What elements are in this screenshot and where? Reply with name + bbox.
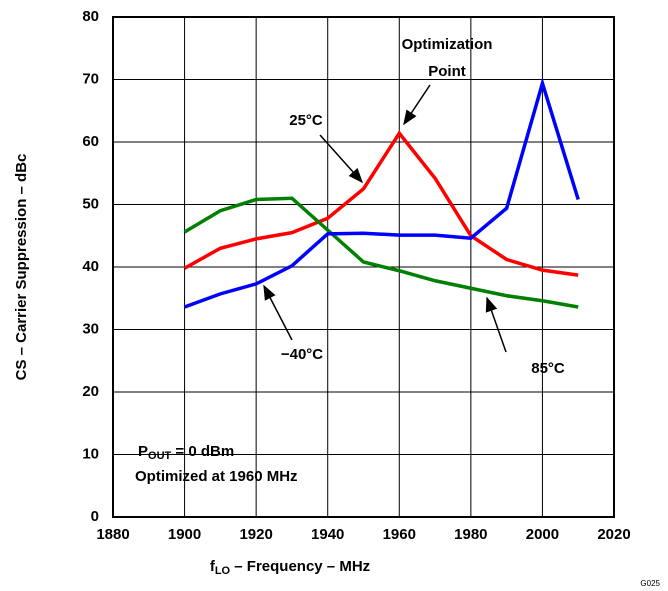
x-tick-label: 1960 [383, 526, 416, 543]
x-tick-label: 1920 [239, 526, 272, 543]
y-tick-label: 80 [82, 8, 99, 25]
y-tick-label: 40 [82, 258, 99, 275]
note: Optimized at 1960 MHz [135, 468, 298, 485]
line-series [183, 130, 579, 277]
y-tick-label: 20 [82, 383, 99, 400]
x-label-rest: – Frequency – MHz [230, 558, 370, 575]
x-tick-label: 1900 [168, 526, 201, 543]
figure-id: G025 [640, 579, 660, 586]
note-rest: = 0 dBm [171, 443, 234, 460]
line-series [183, 77, 580, 309]
x-tick-label: 1940 [311, 526, 344, 543]
y-tick-label: 30 [82, 320, 99, 337]
x-tick-label: 1980 [454, 526, 487, 543]
note-main: P [138, 443, 148, 460]
x-label-sub: LO [215, 565, 231, 577]
annotation: Optimization [402, 36, 493, 53]
note-sub: OUT [148, 450, 172, 462]
x-label-main: f [210, 558, 216, 575]
arrow [319, 134, 363, 184]
y-tick-label: 0 [91, 508, 99, 525]
note: POUT = 0 dBm [138, 443, 234, 462]
x-tick-label: 2000 [526, 526, 559, 543]
y-tick-label: 10 [82, 445, 99, 462]
series-label: −40°C [281, 346, 323, 363]
annotation: Point [428, 63, 466, 80]
x-tick-label: 2020 [597, 526, 630, 543]
series-label: 85°C [531, 360, 565, 377]
arrow [485, 296, 507, 353]
x-axis-label: fLO – Frequency – MHz [210, 558, 370, 577]
y-tick-label: 50 [82, 195, 99, 212]
arrow [263, 284, 293, 341]
y-axis-label: CS – Carrier Suppression – dBc [13, 154, 30, 381]
arrow [403, 84, 431, 126]
x-tick-label: 1880 [96, 526, 129, 543]
series-label: 25°C [289, 112, 323, 129]
y-tick-label: 70 [82, 70, 99, 87]
y-tick-label: 60 [82, 133, 99, 150]
line-series [183, 196, 579, 309]
plot-frame [112, 16, 615, 518]
arrows [263, 84, 507, 353]
